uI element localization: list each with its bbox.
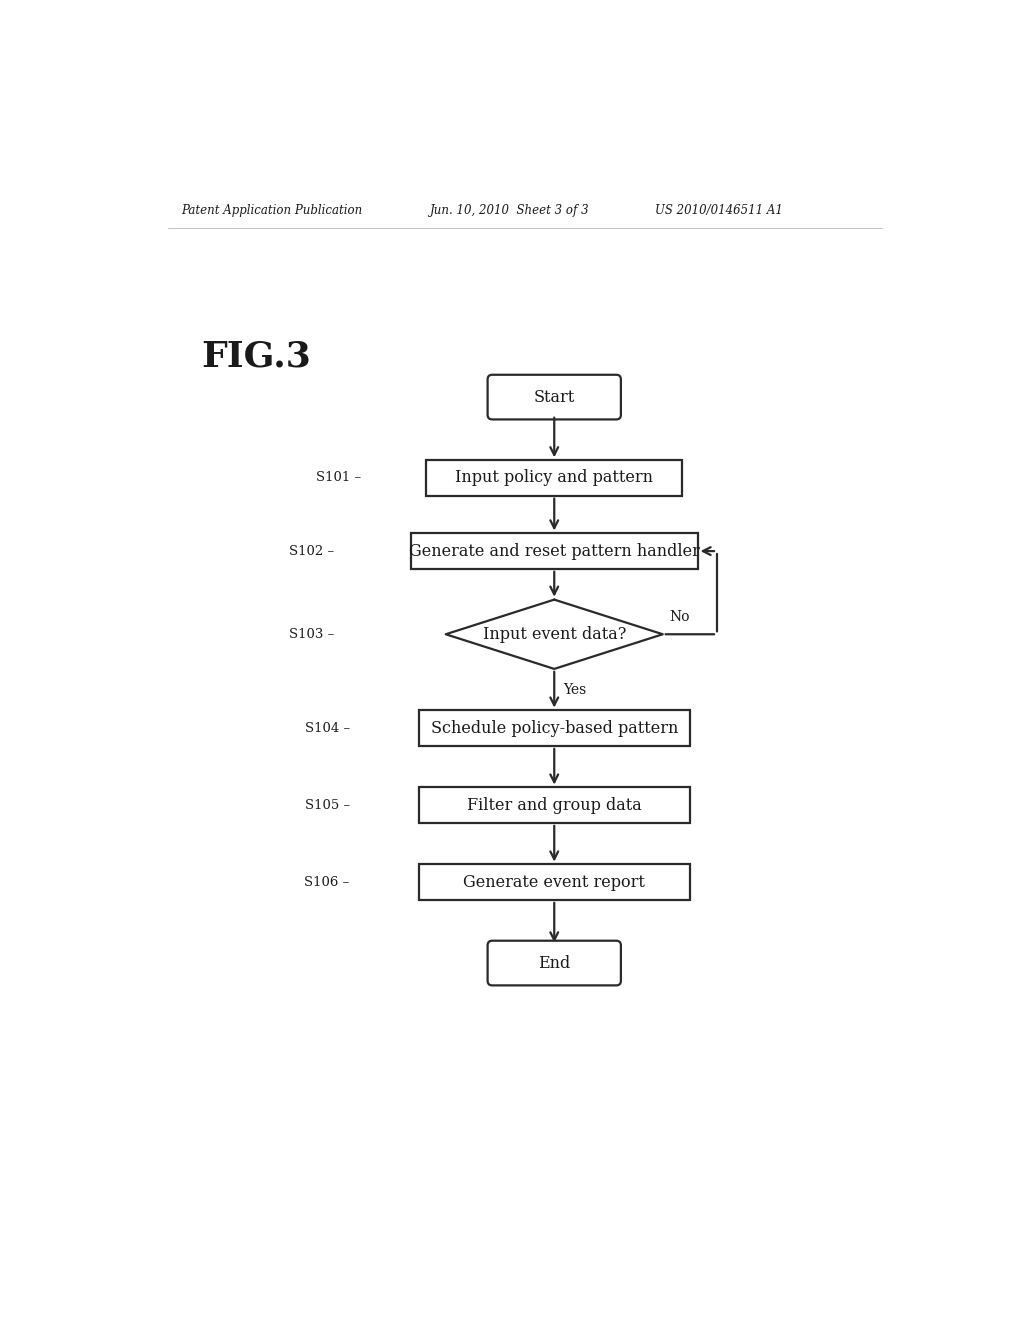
- Text: Start: Start: [534, 388, 574, 405]
- Bar: [411, 533, 697, 569]
- Bar: [426, 461, 682, 495]
- Text: FIG.3: FIG.3: [202, 339, 311, 374]
- Text: S105 –: S105 –: [304, 799, 349, 812]
- Text: S102 –: S102 –: [289, 545, 334, 557]
- Text: S106 –: S106 –: [304, 875, 349, 888]
- Text: End: End: [539, 954, 570, 972]
- Text: No: No: [669, 610, 689, 624]
- Text: Schedule policy-based pattern: Schedule policy-based pattern: [430, 719, 678, 737]
- Text: Patent Application Publication: Patent Application Publication: [180, 205, 361, 218]
- Text: Input policy and pattern: Input policy and pattern: [456, 470, 653, 487]
- FancyBboxPatch shape: [487, 941, 621, 985]
- Text: S103 –: S103 –: [289, 628, 334, 640]
- Text: Input event data?: Input event data?: [482, 626, 626, 643]
- FancyBboxPatch shape: [487, 375, 621, 420]
- Bar: [419, 710, 690, 746]
- Text: S104 –: S104 –: [304, 722, 349, 735]
- Text: Generate and reset pattern handler: Generate and reset pattern handler: [409, 543, 699, 560]
- Bar: [419, 788, 690, 822]
- Text: Jun. 10, 2010  Sheet 3 of 3: Jun. 10, 2010 Sheet 3 of 3: [430, 205, 590, 218]
- Text: US 2010/0146511 A1: US 2010/0146511 A1: [655, 205, 783, 218]
- Bar: [419, 865, 690, 900]
- Text: Yes: Yes: [563, 682, 587, 697]
- Text: Generate event report: Generate event report: [463, 874, 645, 891]
- Text: S101 –: S101 –: [316, 471, 361, 484]
- Text: Filter and group data: Filter and group data: [467, 797, 642, 813]
